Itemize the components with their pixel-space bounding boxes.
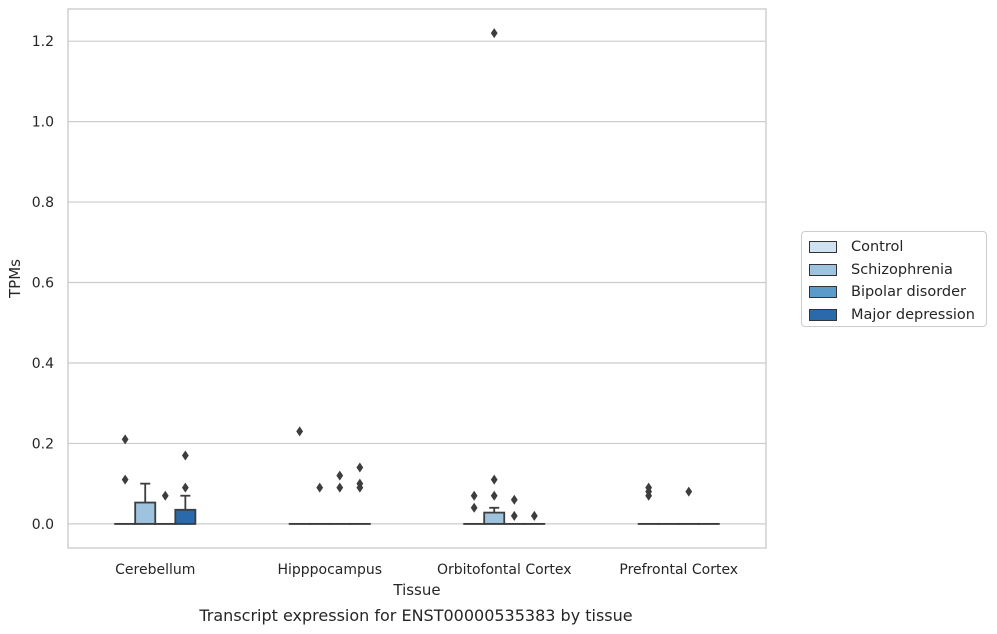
- x-tick-label: Cerebellum: [115, 562, 195, 578]
- plot-frame: [67, 8, 767, 549]
- boxes: [114, 482, 720, 525]
- outlier-point: [645, 482, 653, 493]
- outlier-point: [336, 482, 344, 493]
- y-axis-label: TPMs: [6, 259, 24, 299]
- y-tick-label: 1.0: [32, 115, 54, 131]
- chart-title: Transcript expression for ENST0000053538…: [199, 606, 633, 625]
- outlier-point: [356, 462, 364, 473]
- outlier-point: [356, 478, 364, 489]
- box: [174, 508, 197, 525]
- outlier-point: [510, 510, 518, 521]
- y-tick-label: 0.2: [32, 436, 54, 452]
- x-tick-labels: Cerebellum Hipppocampus Orbitofontal Corte…: [115, 562, 738, 578]
- x-axis-label: Tissue: [392, 581, 440, 599]
- outliers: [121, 28, 693, 521]
- outlier-point: [470, 490, 478, 501]
- outlier-point: [510, 494, 518, 505]
- y-tick-label: 0.0: [32, 517, 54, 533]
- grid-lines: [68, 40, 766, 525]
- legend-swatch: [809, 286, 837, 299]
- y-tick-label: 0.4: [32, 356, 54, 372]
- outlier-point: [121, 434, 129, 445]
- legend-label: Schizophrenia: [851, 261, 953, 278]
- outlier-point: [490, 28, 498, 39]
- legend-item-control: Control: [809, 236, 986, 259]
- outlier-point: [121, 474, 129, 485]
- outlier-point: [490, 474, 498, 485]
- x-tick-label: Hipppocampus: [277, 562, 382, 578]
- y-tick-label: 0.8: [32, 195, 54, 211]
- outlier-point: [470, 502, 478, 513]
- legend-label: Control: [851, 239, 904, 256]
- legend-item-schizophrenia: Schizophrenia: [809, 259, 986, 282]
- x-tick-label: Prefrontal Cortex: [619, 562, 738, 578]
- outlier-point: [490, 490, 498, 501]
- x-tick-label: Orbitofontal Cortex: [437, 562, 572, 578]
- legend-item-bipolar-disorder: Bipolar disorder: [809, 281, 986, 304]
- outlier-point: [336, 470, 344, 481]
- y-tick-label: 0.6: [32, 276, 54, 292]
- legend-swatch: [809, 241, 837, 254]
- outlier-point: [181, 482, 189, 493]
- legend-item-major-depression: Major depression: [809, 304, 986, 327]
- legend-label: Major depression: [851, 306, 975, 323]
- outlier-point: [296, 426, 304, 437]
- box: [483, 511, 506, 525]
- legend-swatch: [809, 263, 837, 276]
- outlier-point: [530, 510, 538, 521]
- box: [134, 501, 157, 525]
- outlier-point: [316, 482, 324, 493]
- outlier-point: [181, 450, 189, 461]
- legend: Control Schizophrenia Bipolar disorder M…: [801, 231, 987, 327]
- outlier-point: [685, 486, 693, 497]
- outlier-point: [161, 490, 169, 501]
- y-tick-label: 1.2: [32, 34, 54, 50]
- legend-label: Bipolar disorder: [851, 284, 966, 301]
- legend-swatch: [809, 308, 837, 321]
- y-tick-labels: 0.0 0.2 0.4 0.6 0.8 1.0 1.2: [32, 34, 54, 533]
